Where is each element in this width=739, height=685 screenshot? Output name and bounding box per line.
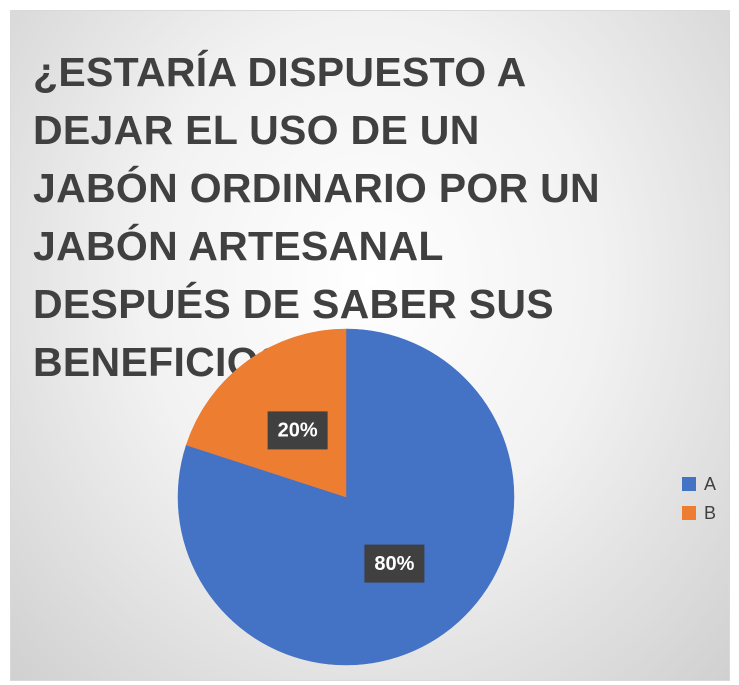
data-label-box: [364, 544, 425, 583]
pie-slice: [185, 328, 347, 498]
legend-swatch: [682, 506, 696, 520]
data-label-box: [267, 411, 328, 450]
legend-swatch: [682, 477, 696, 491]
legend-label: B: [704, 503, 716, 523]
data-label: 80%: [374, 553, 414, 575]
data-label: 20%: [278, 420, 318, 442]
pie-slice: [177, 328, 515, 666]
legend-label: A: [704, 474, 716, 494]
